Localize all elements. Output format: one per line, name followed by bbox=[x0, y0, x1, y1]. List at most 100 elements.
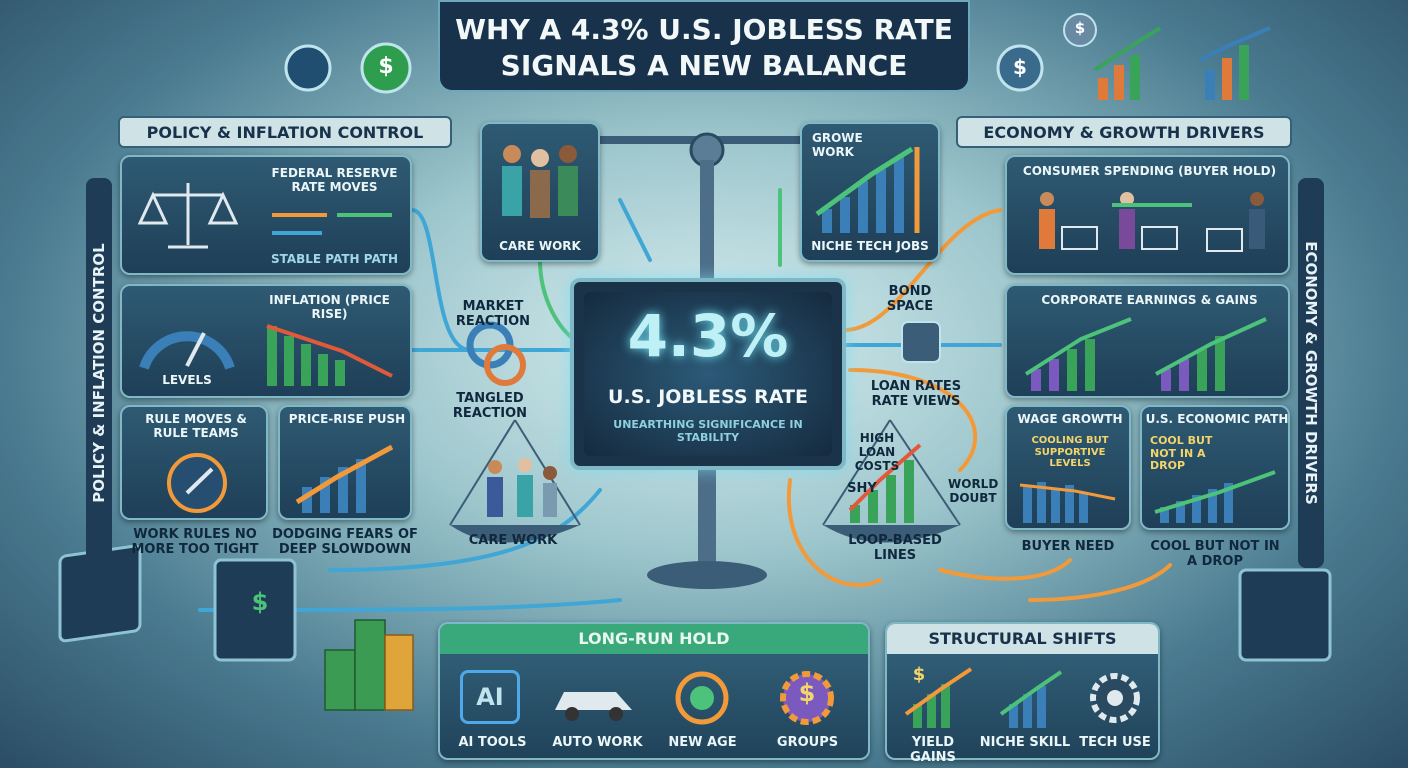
annotation: LOAN RATES RATE VIEWS bbox=[870, 379, 962, 409]
chart-icon bbox=[1093, 26, 1271, 100]
panel-label: RULE MOVES & RULE TEAMS bbox=[145, 412, 247, 440]
panel: RULE MOVES & RULE TEAMS bbox=[120, 405, 268, 520]
panel-label: WAGE GROWTH bbox=[1017, 412, 1123, 426]
arrow bbox=[618, 198, 652, 262]
database-icon bbox=[901, 321, 941, 363]
coin-symbol: $ bbox=[798, 679, 816, 707]
card: CARE WORK bbox=[480, 122, 600, 262]
globe-icon bbox=[284, 44, 332, 92]
ai-icon: AI bbox=[460, 670, 520, 724]
shoppers-icon bbox=[1039, 192, 1265, 252]
vertical-label: POLICY & INFLATION CONTROL bbox=[90, 243, 108, 503]
shift-icons bbox=[904, 667, 1140, 728]
big-label: U.S. JOBLESS RATE bbox=[608, 386, 808, 408]
bar-icon bbox=[1154, 470, 1276, 523]
pan bbox=[823, 525, 960, 543]
stand-base bbox=[647, 561, 767, 589]
panel: CONSUMER SPENDING (BUYER HOLD) bbox=[1005, 155, 1290, 275]
coin-symbol: $ bbox=[1013, 55, 1027, 79]
vertical-label: ECONOMY & GROWTH DRIVERS bbox=[1302, 241, 1320, 505]
gear-icon bbox=[780, 671, 834, 725]
bar-icon bbox=[848, 443, 922, 523]
panel-caption: STABLE PATH PATH bbox=[270, 252, 399, 266]
caption: DODGING FEARS OF DEEP SLOWDOWN bbox=[272, 527, 418, 557]
annotation: TANGLED REACTION bbox=[452, 391, 528, 421]
caption: COOL BUT NOT IN A DROP bbox=[1150, 539, 1280, 569]
knot bbox=[484, 344, 526, 386]
coin-stacks bbox=[324, 619, 414, 711]
arrow bbox=[410, 208, 472, 352]
panel-label: PRICE-RISE PUSH bbox=[288, 412, 406, 426]
title-line: SIGNALS A NEW BALANCE bbox=[500, 49, 908, 82]
arrow bbox=[1028, 563, 1172, 602]
panel-sublabel: COOL BUT NOT IN A DROP bbox=[1150, 434, 1213, 473]
pan-label: LOOP-BASED LINES bbox=[848, 533, 942, 563]
screen bbox=[584, 292, 832, 456]
coin-icon bbox=[996, 44, 1044, 92]
coin-symbol: $ bbox=[378, 54, 394, 79]
panel-caption: LEVELS bbox=[162, 373, 212, 387]
annotation: WORLD DOUBT bbox=[948, 477, 999, 505]
scale-post bbox=[700, 160, 714, 280]
pan-label: CARE WORK bbox=[468, 533, 558, 548]
title-line: WHY A 4.3% U.S. JOBLESS RATE bbox=[455, 13, 953, 46]
bar-icon bbox=[1024, 317, 1267, 391]
bar-icon bbox=[266, 324, 393, 386]
car-icon bbox=[555, 692, 632, 721]
bottom-panel: STRUCTURAL SHIFTS $ YIELD GAINS NICHE SK… bbox=[885, 622, 1160, 765]
section-header: POLICY & INFLATION CONTROL bbox=[118, 116, 452, 148]
bottom-item: GROUPS bbox=[776, 735, 839, 750]
card-label: NICHE TECH JOBS bbox=[811, 239, 929, 253]
panel: U.S. ECONOMIC PATH COOL BUT NOT IN A DRO… bbox=[1140, 405, 1290, 530]
caption: BUYER NEED bbox=[1021, 539, 1115, 554]
coin-icon bbox=[1063, 13, 1097, 47]
vertical-bar: POLICY & INFLATION CONTROL bbox=[86, 178, 112, 568]
bottom-item: AUTO WORK bbox=[552, 735, 643, 750]
arrow bbox=[848, 368, 978, 472]
laptop bbox=[1238, 568, 1332, 662]
big-value: 4.3% bbox=[627, 302, 789, 370]
panel: LEVELS INFLATION (PRICE RISE) bbox=[120, 284, 412, 398]
bottom-item: AI TOOLS bbox=[458, 735, 527, 750]
monitor-stand bbox=[698, 470, 716, 570]
target-icon bbox=[675, 671, 729, 725]
bottom-header: STRUCTURAL SHIFTS bbox=[887, 624, 1158, 654]
arrow bbox=[328, 488, 602, 572]
arrows-icon bbox=[272, 213, 392, 235]
panel: WAGE GROWTH COOLING BUT SUPPORTIVE LEVEL… bbox=[1005, 405, 1131, 530]
bar-icon bbox=[815, 146, 920, 233]
panel-label: CONSUMER SPENDING (BUYER HOLD) bbox=[1022, 164, 1277, 178]
arrow bbox=[786, 478, 882, 587]
arrow bbox=[843, 208, 1002, 332]
people-icon bbox=[487, 458, 557, 517]
coin-symbol: $ bbox=[912, 664, 926, 685]
bottom-item: NICHE SKILL bbox=[979, 735, 1071, 750]
annotation: SHY bbox=[847, 481, 877, 496]
panel: CORPORATE EARNINGS & GAINS bbox=[1005, 284, 1290, 398]
card-label: CARE WORK bbox=[499, 239, 581, 253]
monitor: 4.3% U.S. JOBLESS RATE UNEARTHING SIGNIF… bbox=[570, 278, 846, 470]
arrow bbox=[938, 558, 1072, 581]
monitor-icon bbox=[213, 558, 297, 662]
annotation: HIGH LOAN COSTS bbox=[854, 431, 900, 473]
annotation: BOND SPACE bbox=[886, 284, 934, 314]
gauge-icon bbox=[139, 331, 235, 370]
bar-icon bbox=[295, 444, 394, 513]
people-icon bbox=[502, 145, 578, 218]
title-box: WHY A 4.3% U.S. JOBLESS RATE SIGNALS A N… bbox=[438, 0, 970, 92]
pan bbox=[450, 525, 580, 543]
panel: PRICE-RISE PUSH bbox=[278, 405, 412, 520]
scales-icon bbox=[138, 183, 238, 249]
card-heading: GROWE WORK bbox=[812, 131, 863, 159]
bottom-header: LONG-RUN HOLD bbox=[440, 624, 868, 654]
panel-label: CORPORATE EARNINGS & GAINS bbox=[1041, 293, 1258, 307]
bottom-item: TECH USE bbox=[1079, 735, 1151, 750]
section-header: ECONOMY & GROWTH DRIVERS bbox=[956, 116, 1292, 148]
bottom-panel: LONG-RUN HOLD AI $ AI TOOLS AUTO WORK NE… bbox=[438, 622, 870, 760]
panel-label: INFLATION (PRICE RISE) bbox=[269, 293, 390, 321]
panel-label: U.S. ECONOMIC PATH bbox=[1145, 412, 1289, 426]
coin-symbol: $ bbox=[251, 588, 269, 616]
panel-label: FEDERAL RESERVE RATE MOVES bbox=[271, 166, 398, 194]
